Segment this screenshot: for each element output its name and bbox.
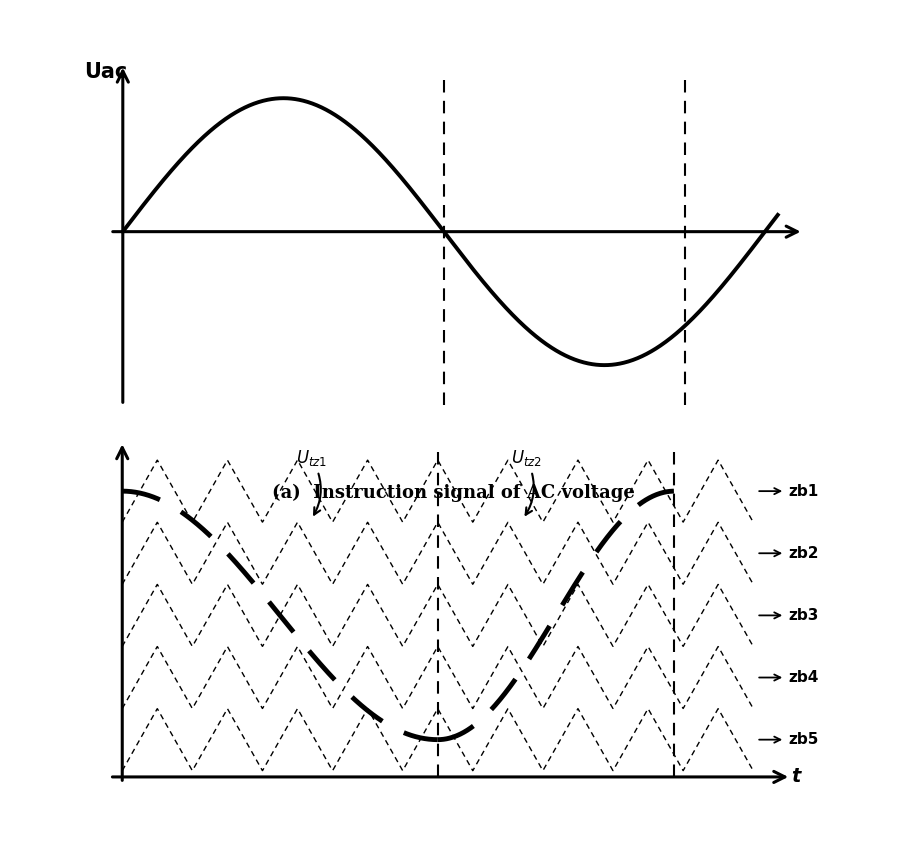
- Text: zb5: zb5: [759, 732, 818, 747]
- Text: zb3: zb3: [759, 608, 818, 623]
- Text: Uac: Uac: [84, 62, 128, 82]
- Text: zb2: zb2: [759, 546, 818, 561]
- Text: $U_{tz1}$: $U_{tz1}$: [296, 448, 327, 515]
- Text: zb4: zb4: [759, 670, 818, 685]
- Text: t: t: [791, 767, 801, 787]
- Text: (a)  Instruction signal of AC voltage: (a) Instruction signal of AC voltage: [272, 484, 635, 502]
- Text: zb1: zb1: [759, 484, 818, 498]
- Text: $U_{tz2}$: $U_{tz2}$: [511, 448, 541, 515]
